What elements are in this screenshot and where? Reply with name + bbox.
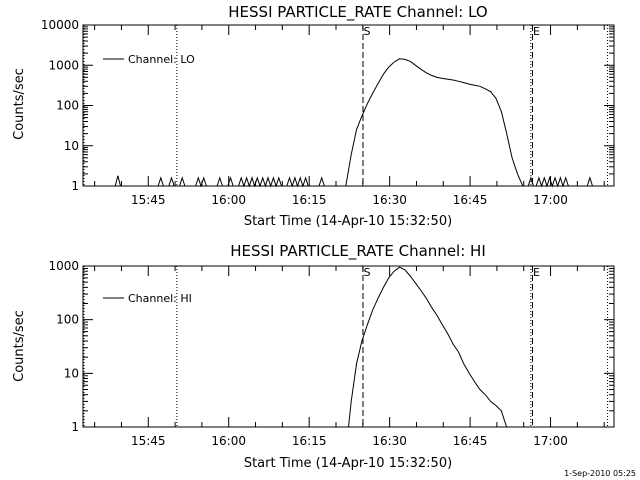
hi-y-tick-label: 1 <box>71 420 79 434</box>
hi-x-tick-label: 16:45 <box>453 434 488 448</box>
lo-x-axis-label: Start Time (14-Apr-10 15:32:50) <box>244 214 452 229</box>
hi-y-axis-label: Counts/sec <box>12 310 27 382</box>
hi-chart-title: HESSI PARTICLE_RATE Channel: HI <box>230 242 486 261</box>
hi-marker-label: E <box>533 266 540 279</box>
hi-x-axis: 15:45 16:00 16:15 16:30 16:45 17:00 <box>94 266 605 448</box>
lo-x-axis: 15:45 16:00 16:15 16:30 16:45 17:00 <box>94 25 605 207</box>
lo-legend-label: Channel: LO <box>128 53 195 66</box>
hi-x-tick-label: 17:00 <box>533 434 568 448</box>
lo-chart-title: HESSI PARTICLE_RATE Channel: LO <box>228 3 487 22</box>
hi-channel-panel: HESSI PARTICLE_RATE Channel: HI 1 10 100 10… <box>12 242 615 471</box>
hi-y-tick-label: 100 <box>56 313 79 327</box>
hi-y-axis: 1 10 100 1000 <box>48 259 614 434</box>
hi-y-tick-label: 1000 <box>48 259 79 273</box>
lo-channel-panel: HESSI PARTICLE_RATE Channel: LO 1 10 100 10… <box>12 3 615 229</box>
hi-x-tick-label: 16:30 <box>372 434 407 448</box>
lo-x-tick-label: 17:00 <box>533 193 568 207</box>
hi-x-tick-label: 16:00 <box>211 434 246 448</box>
hi-legend-label: Channel: HI <box>128 292 192 305</box>
lo-x-tick-label: 16:45 <box>453 193 488 207</box>
lo-y-tick-label: 1 <box>71 179 79 193</box>
lo-marker-label: S <box>363 25 370 38</box>
lo-x-tick-label: 16:30 <box>372 193 407 207</box>
lo-y-tick-label: 10000 <box>41 18 79 32</box>
lo-y-tick-label: 1000 <box>48 58 79 72</box>
hi-series-line <box>348 266 508 428</box>
lo-series-line <box>83 58 614 188</box>
hi-marker-label: S <box>363 266 370 279</box>
lo-x-tick-label: 15:45 <box>131 193 166 207</box>
hi-x-axis-label: Start Time (14-Apr-10 15:32:50) <box>244 456 452 471</box>
hi-y-tick-label: 10 <box>64 366 79 380</box>
lo-y-tick-label: 10 <box>64 139 79 153</box>
lo-plot-frame <box>82 24 615 187</box>
lo-x-tick-label: 16:15 <box>292 193 327 207</box>
lo-y-axis: 1 10 100 1000 10000 <box>41 18 614 193</box>
lo-x-tick-label: 16:00 <box>211 193 246 207</box>
footer-timestamp: 1-Sep-2010 05:25 <box>564 469 636 478</box>
lo-y-axis-label: Counts/sec <box>12 68 27 140</box>
lo-y-tick-label: 100 <box>56 99 79 113</box>
lo-marker-label: E <box>533 25 540 38</box>
hi-x-tick-label: 16:15 <box>292 434 327 448</box>
hi-x-tick-label: 15:45 <box>131 434 166 448</box>
hi-plot-frame <box>82 265 615 428</box>
